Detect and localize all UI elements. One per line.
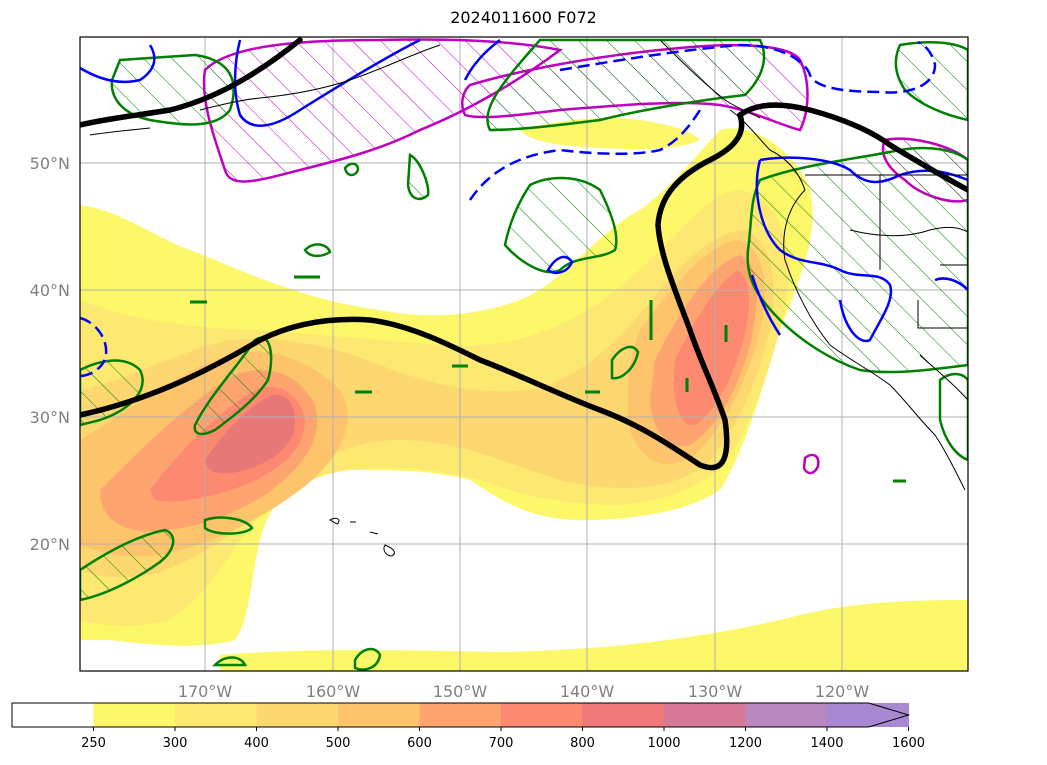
colorbar-segment	[501, 703, 583, 727]
colorbar-segment	[93, 703, 176, 727]
lon-label-160w: 160°W	[306, 682, 361, 701]
colorbar-tick-label: 500	[326, 736, 351, 751]
map-layers	[80, 37, 968, 671]
coastlines	[89, 39, 968, 557]
colorbar-tick-label: 800	[570, 736, 595, 751]
colorbar-segment	[419, 703, 502, 727]
colorbar-tick-label: 1000	[647, 736, 680, 751]
colorbar-outline	[11, 702, 911, 728]
colorbar-segment	[338, 703, 420, 727]
map-frame	[79, 36, 969, 672]
shaded-field	[80, 118, 968, 671]
colorbar-tick-label: 600	[407, 736, 432, 751]
lat-label-20: 20°N	[30, 535, 70, 554]
colorbar-tick-label: 250	[81, 736, 106, 751]
shade-1000	[205, 394, 296, 474]
lon-label-170w: 170°W	[178, 682, 233, 701]
colorbar-segment	[745, 703, 828, 727]
colorbar: 250 300 400 500 600 700 800 1000 1200 1400 1600	[11, 702, 925, 751]
lat-label-40: 40°N	[30, 281, 70, 300]
colorbar-segment	[175, 703, 257, 727]
lat-label-50: 50°N	[30, 154, 70, 173]
colorbar-tick-label: 300	[163, 736, 188, 751]
colorbar-segment	[582, 703, 665, 727]
colorbar-tick-label: 1400	[810, 736, 843, 751]
colorbar-segment	[12, 703, 94, 727]
shade-800-east	[673, 270, 750, 426]
lat-label-30: 30°N	[30, 408, 70, 427]
shade-250-north	[520, 118, 700, 150]
lon-label-150w: 150°W	[433, 682, 488, 701]
green-hatched-contours	[80, 38, 968, 671]
colorbar-segment	[256, 703, 339, 727]
lon-label-120w: 120°W	[815, 682, 870, 701]
colorbar-tick-label: 700	[489, 736, 514, 751]
thick-black-contour	[80, 102, 968, 471]
lon-label-140w: 140°W	[560, 682, 615, 701]
lon-label-130w: 130°W	[688, 682, 743, 701]
blue-dashed-contours	[80, 40, 937, 378]
thick-black-contour-north	[80, 37, 303, 128]
colorbar-tick-label: 1600	[892, 736, 925, 751]
figure-title: 2024011600 F072	[450, 8, 597, 27]
colorbar-tick-label: 400	[244, 736, 269, 751]
shade-250-south	[220, 600, 968, 671]
colorbar-segment	[664, 703, 746, 727]
colorbar-tick-label: 1200	[729, 736, 762, 751]
